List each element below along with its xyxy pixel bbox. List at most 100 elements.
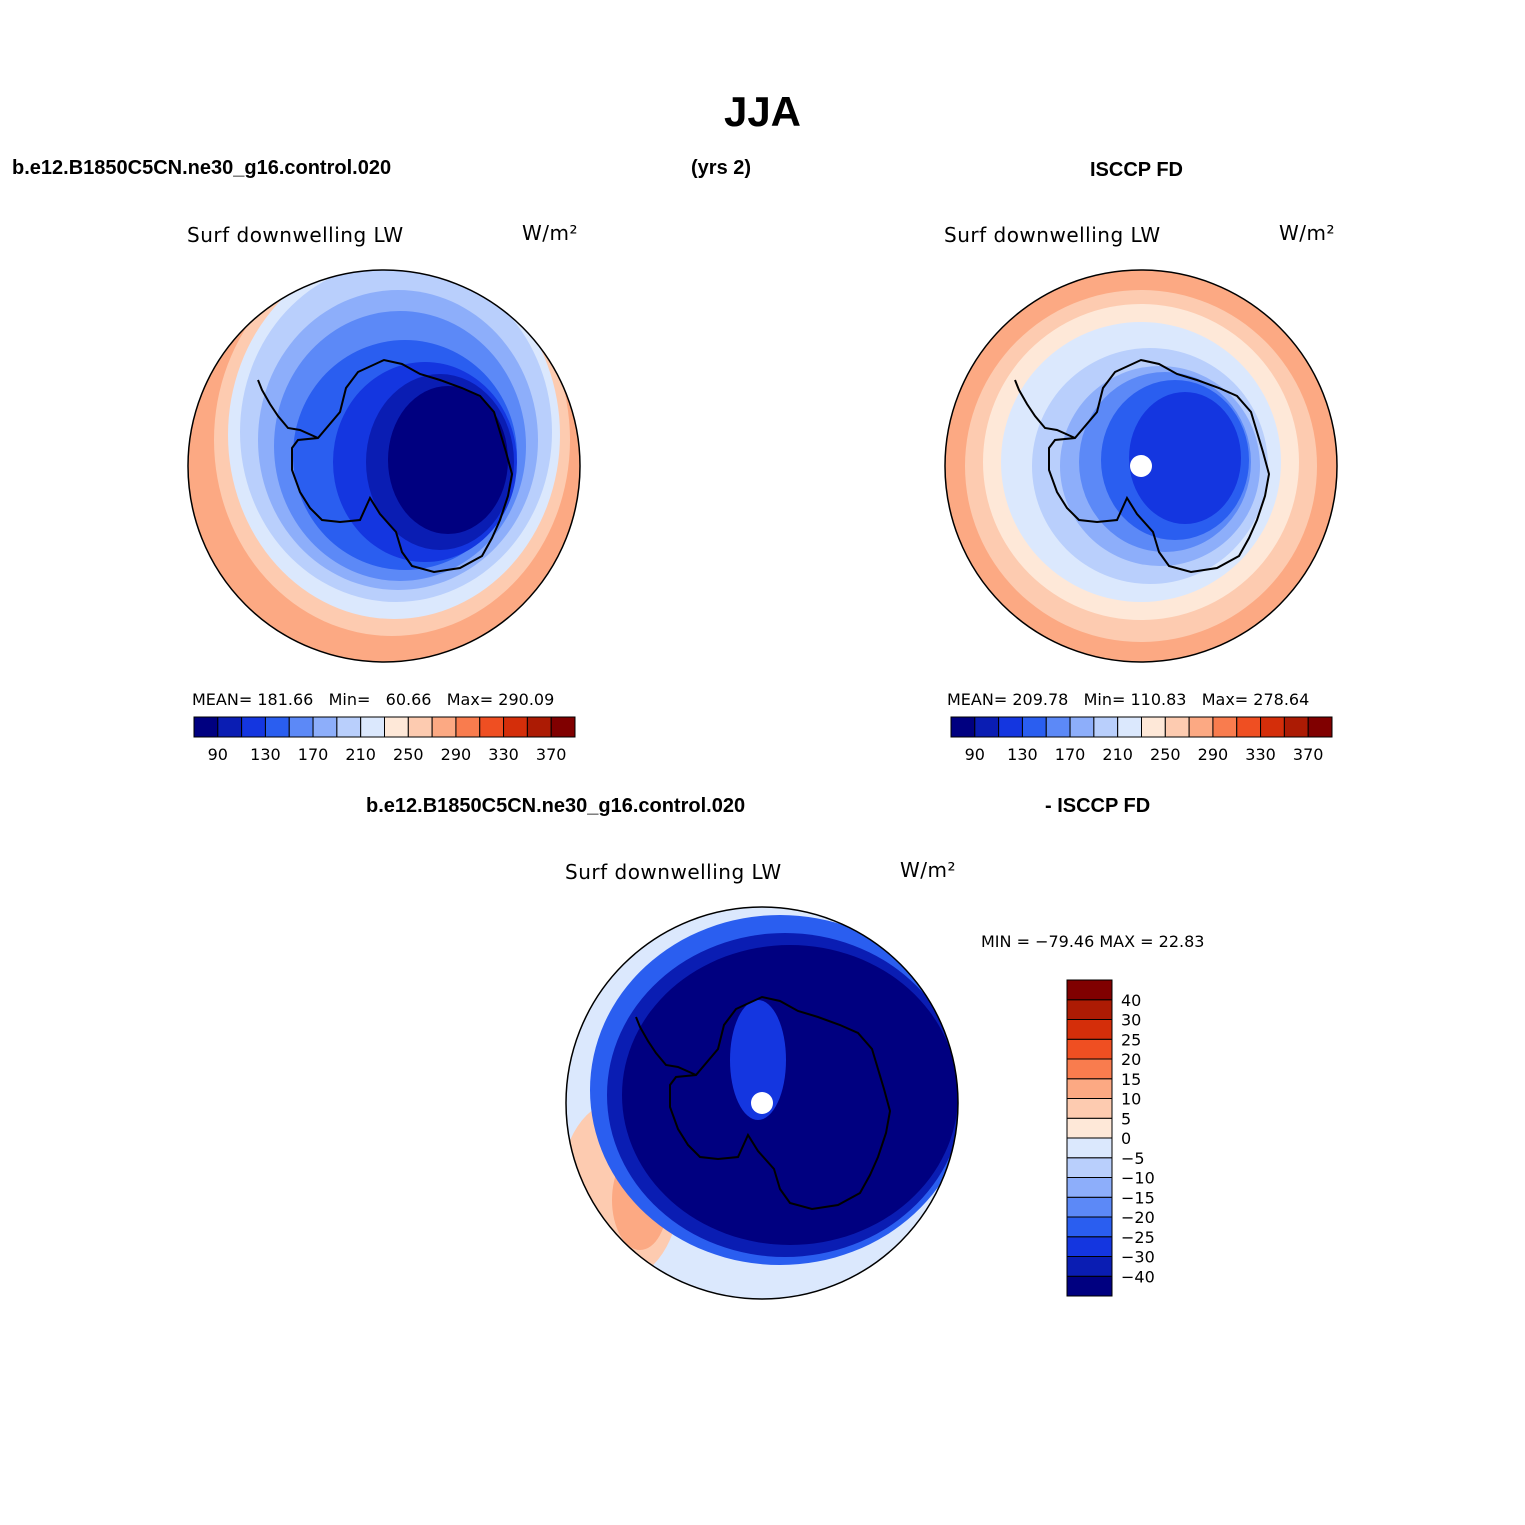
map-border [944,269,1338,663]
colorbar-box [1066,979,1113,1001]
colorbar-tick-label: −10 [1121,1169,1155,1188]
colorbar-tick-label: 370 [1293,745,1324,764]
colorbar-box [288,716,314,738]
panel-obs-map [944,269,1338,663]
colorbar-tick-label: 130 [1007,745,1038,764]
obs-name-header: ISCCP FD [1090,159,1183,181]
colorbar-tick-label: 25 [1121,1030,1141,1049]
panel-model-stats: MEAN= 181.66 Min= 60.66 Max= 290.09 [192,690,554,709]
years-header: (yrs 2) [691,157,752,179]
colorbar-tick-label: 170 [1055,745,1086,764]
colorbar-box [1212,716,1238,738]
colorbar-tick-label: 210 [345,745,376,764]
max-label: Max= [446,690,494,709]
colorbar-box [360,716,385,738]
colorbar-tick-label: 210 [1102,745,1133,764]
panel-obs-stats: MEAN= 209.78 Min= 110.83 Max= 278.64 [947,690,1309,709]
mean-label: MEAN= [192,690,253,709]
colorbar-box [1066,1019,1113,1040]
colorbar-tick-label: 290 [1198,745,1229,764]
colorbar-box [1066,1137,1113,1159]
colorbar-box [312,716,338,738]
colorbar-tick-label: −5 [1121,1149,1145,1168]
colorbar-tick-label: 0 [1121,1129,1131,1148]
antarctica-coastline [669,995,892,1211]
colorbar-box [193,716,219,738]
colorbar-box [1164,716,1190,738]
colorbar-box [1260,716,1285,738]
colorbar-box [407,716,433,738]
colorbar-box [264,716,290,738]
diff-case-header: b.e12.B1850C5CN.ne30_g16.control.020 [366,795,746,817]
antarctica-coastline [1048,358,1271,574]
colorbar-tick-label: −15 [1121,1188,1155,1207]
colorbar-box [1066,1058,1113,1080]
colorbar-box [1066,1216,1113,1238]
peninsula-coastline [257,379,319,439]
colorbar-obs: 90 130 170 210 250 290 330 370 [950,716,1333,764]
colorbar-tick-label: 15 [1121,1070,1141,1089]
map-border [187,269,581,663]
colorbar-tick-label: 170 [298,745,329,764]
colorbar-tick-label: −30 [1121,1248,1155,1267]
colorbar-box [1188,716,1214,738]
panel-diff-map [565,906,959,1300]
colorbar-tick-label: 40 [1121,991,1141,1010]
colorbar-box [1066,1098,1113,1119]
colorbar-tick-label: −20 [1121,1208,1155,1227]
colorbar-box [455,716,481,738]
mean-label: MEAN= [947,690,1008,709]
colorbar-box [1066,1117,1113,1139]
colorbar-box [217,716,243,738]
contour-130 [1129,392,1241,524]
colorbar-box [1045,716,1071,738]
colorbar-box [1066,1236,1113,1257]
colorbar-tick-label: 130 [250,745,281,764]
colorbar-box [974,716,1000,738]
colorbar-box [336,716,362,738]
colorbar-box [1021,716,1047,738]
colorbar-box [1066,1157,1113,1178]
map-border [565,906,959,1300]
colorbar-box [1283,716,1309,738]
colorbar-box [1066,1177,1113,1198]
colorbar-box [1307,716,1333,738]
colorbar-box [1066,1196,1113,1218]
max-value: 290.09 [498,690,555,709]
colorbar-tick-label: 30 [1121,1011,1141,1030]
pole-hole [751,1092,773,1114]
colorbar-box [526,716,552,738]
colorbar-box [503,716,528,738]
colorbar-box [241,716,266,738]
colorbar-box [998,716,1023,738]
panel-model-map [187,269,581,663]
peninsula-coastline [1014,379,1076,439]
colorbar-tick-label: 10 [1121,1090,1141,1109]
min-label: Min= [1083,690,1126,709]
mean-value: 209.78 [1012,690,1069,709]
panel-obs-title: Surf downwelling LW [944,223,1161,247]
colorbar-tick-label: −25 [1121,1228,1155,1247]
figure-title: JJA [723,88,802,135]
colorbar-box [1069,716,1095,738]
colorbar-tick-label: 90 [208,745,228,764]
peninsula-coastline [635,1016,697,1076]
panel-model-title: Surf downwelling LW [187,223,404,247]
panel-diff-stats: MIN = −79.46 MAX = 22.83 [981,932,1205,951]
diff-obs-header: - ISCCP FD [1045,795,1151,817]
colorbar-box [1066,1256,1113,1277]
min-label: Min= [328,690,371,709]
case-name-header: b.e12.B1850C5CN.ne30_g16.control.020 [12,157,392,179]
contour-neg40 [622,945,958,1245]
colorbar-box [1066,1275,1113,1297]
colorbar-tick-label: 5 [1121,1109,1131,1128]
colorbar-box [431,716,457,738]
max-value: 278.64 [1253,690,1310,709]
mean-value: 181.66 [257,690,314,709]
min-value: 110.83 [1130,690,1187,709]
colorbar-tick-label: −40 [1121,1267,1155,1286]
colorbar-tick-label: 330 [488,745,519,764]
colorbar-model: 90 130 170 210 250 290 330 370 [193,716,576,764]
min-value: 60.66 [385,690,432,709]
